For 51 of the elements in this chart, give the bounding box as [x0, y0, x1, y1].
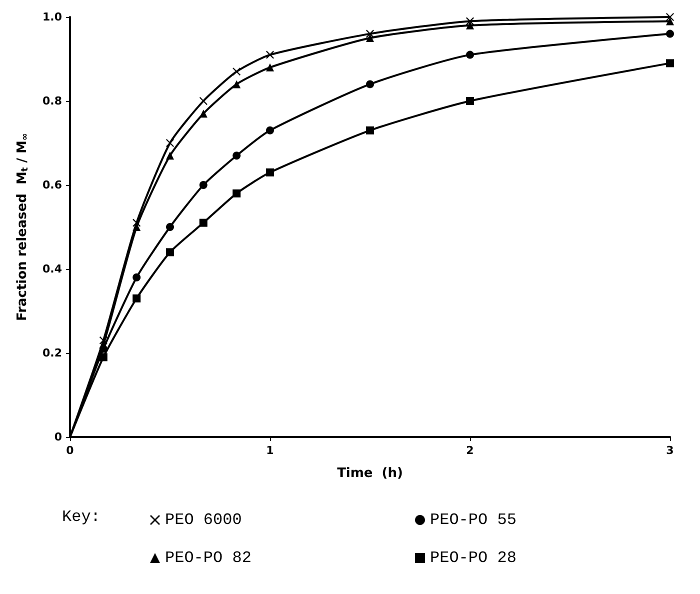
legend-label: PEO-PO 55 [430, 511, 516, 529]
point [666, 59, 674, 68]
point [666, 13, 674, 21]
point [266, 50, 274, 59]
x-tick-label: 3 [666, 444, 674, 457]
legend-label: PEO-PO 28 [430, 549, 516, 567]
point [99, 344, 108, 353]
y-tick-label: 0.4 [42, 262, 62, 276]
x-tick-label: 1 [266, 444, 274, 457]
point [166, 248, 174, 256]
point [466, 50, 474, 59]
y-tick-label: 0 [54, 430, 62, 444]
x-tick-label: 2 [466, 444, 474, 457]
point [199, 97, 208, 105]
point [132, 294, 141, 302]
y-tick-label: 0.8 [42, 94, 62, 108]
point [99, 353, 108, 362]
point [166, 223, 174, 231]
point [366, 34, 374, 42]
point [232, 80, 241, 88]
point [366, 80, 374, 88]
x-tick-label: 0 [66, 444, 74, 457]
point [466, 17, 474, 26]
point [666, 30, 674, 38]
point [366, 126, 374, 134]
point [199, 110, 208, 118]
y-axis-title: Fraction released Mt / M∞ [15, 133, 30, 321]
y-tick-label: 0.6 [42, 178, 62, 192]
point [266, 63, 274, 72]
point [132, 218, 141, 227]
x-axis-title: Time (h) [337, 466, 403, 481]
point [232, 189, 241, 198]
point [166, 152, 174, 160]
point [132, 273, 141, 282]
y-tick-label: 0.2 [42, 346, 62, 360]
legend-label: PEO 6000 [165, 511, 242, 529]
legend-label: PEO-PO 82 [165, 549, 252, 567]
point [166, 139, 174, 147]
point [199, 218, 208, 227]
point [466, 97, 474, 105]
legend-title: Key: [62, 508, 100, 526]
point [199, 181, 208, 189]
point [232, 152, 241, 160]
point [266, 168, 274, 176]
point [666, 17, 674, 26]
y-tick-label: 1.0 [42, 10, 62, 24]
point [266, 126, 274, 134]
point [99, 336, 108, 344]
point [366, 30, 374, 38]
point [232, 68, 241, 76]
point [466, 21, 474, 30]
